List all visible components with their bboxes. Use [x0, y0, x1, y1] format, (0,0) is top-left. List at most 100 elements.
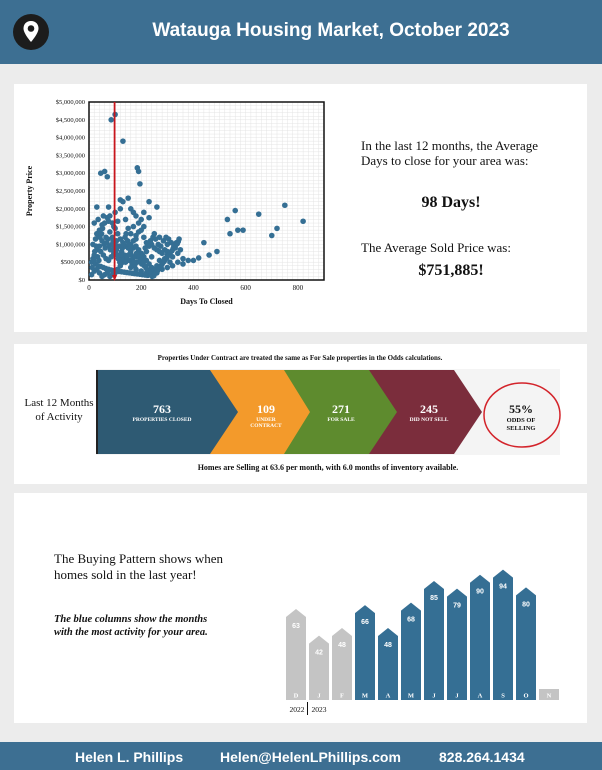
odds-result-label: ODDS OF SELLING — [506, 417, 536, 432]
month-label: J — [317, 693, 321, 700]
pattern-explain: The blue columns show the months with th… — [54, 614, 208, 638]
agent-phone[interactable]: 828.264.1434 — [439, 749, 525, 765]
scatter-point — [174, 250, 181, 257]
scatter-point — [127, 245, 134, 251]
y-tick-label: $4,500,000 — [56, 117, 85, 124]
month-label: M — [408, 693, 414, 700]
scatter-point — [180, 255, 186, 262]
y-tick-label: $500,000 — [61, 259, 85, 266]
pattern-intro: The Buying Pattern shows when homes sold… — [54, 551, 223, 582]
y-tick-label: $3,000,000 — [56, 170, 85, 177]
scatter-point — [137, 181, 143, 187]
agent-email[interactable]: Helen@HelenLPhillips.com — [220, 749, 401, 765]
scatter-point — [130, 238, 137, 244]
odds-result-number: 55% — [509, 402, 533, 416]
scatter-point — [93, 243, 100, 249]
scatter-point — [90, 257, 97, 264]
segment-label: PROPERTIES CLOSED — [132, 417, 192, 423]
scatter-point — [146, 198, 152, 205]
scatter-point — [274, 225, 280, 232]
pattern-bar — [309, 635, 329, 689]
scatter-point — [96, 257, 102, 264]
odds-arrow-graphic — [96, 370, 561, 454]
scatter-point — [125, 225, 131, 232]
month-cell — [286, 689, 306, 700]
scatter-point — [120, 241, 127, 248]
scatter-point — [100, 213, 107, 219]
month-cell — [470, 689, 490, 700]
scatter-point — [148, 254, 155, 260]
segment-did-not-sell: 245 DID NOT SELL — [406, 402, 452, 423]
scatter-point — [185, 257, 192, 264]
scatter-point — [214, 248, 220, 255]
header-banner: Watauga Housing Market, October 2023 — [0, 0, 602, 64]
y-tick-label: $2,500,000 — [56, 188, 85, 195]
scatter-point — [282, 202, 288, 209]
segment-number: 109 — [257, 402, 275, 416]
scatter-point — [105, 218, 112, 225]
arrow-shape-did-not-sell — [369, 370, 482, 454]
y-axis-label: Property Price — [25, 165, 34, 216]
scatter-point — [201, 239, 207, 246]
month-label: J — [432, 693, 436, 700]
segment-label: UNDER CONTRACT — [250, 417, 282, 429]
year-label: 2023 — [312, 705, 327, 714]
month-cell — [355, 689, 375, 700]
scatter-point — [117, 259, 123, 265]
month-label: N — [547, 693, 552, 700]
scatter-point — [104, 173, 111, 180]
scatter-point — [138, 216, 145, 223]
pattern-bar-value: 85 — [430, 595, 438, 602]
scatter-point — [255, 211, 262, 217]
scatter-point — [190, 257, 197, 264]
scatter-point — [268, 232, 275, 239]
pattern-bar — [355, 605, 375, 689]
y-tick-label: $5,000,000 — [56, 99, 85, 106]
scatter-point — [195, 255, 202, 261]
pattern-bar-value: 63 — [292, 623, 300, 630]
scatter-point — [152, 236, 159, 242]
scatter-point — [89, 264, 95, 271]
scatter-point — [235, 227, 241, 233]
scatter-point — [176, 236, 182, 242]
scatter-point — [206, 252, 212, 258]
month-label: F — [340, 693, 344, 700]
scatter-point — [91, 220, 98, 226]
pattern-bar-value: 68 — [407, 617, 415, 624]
pattern-bar-value: 80 — [522, 601, 530, 608]
x-axis-label: Days To Closed — [180, 297, 233, 306]
month-cell — [309, 689, 329, 700]
scatter-point — [146, 214, 152, 221]
pattern-bar — [286, 608, 306, 689]
pattern-bar — [493, 569, 513, 689]
scatter-point — [95, 216, 101, 223]
days-price-panel: $0 $500,000 $1,000,000 $1,500,000 $2,000,000… — [14, 84, 587, 332]
odds-note-top: Properties Under Contract are treated th… — [157, 354, 443, 362]
arrow-shape-under-contract — [210, 370, 324, 454]
scatter-point — [138, 227, 145, 233]
scatter-point — [158, 243, 164, 249]
year-label: 2022 — [290, 705, 305, 714]
x-tick-label: 200 — [136, 284, 147, 292]
month-label: J — [455, 693, 459, 700]
scatter-point — [300, 218, 306, 225]
y-tick-label: $1,500,000 — [56, 224, 85, 231]
scatter-point — [120, 198, 126, 205]
x-tick-label: 400 — [188, 284, 199, 292]
scatter-point — [114, 230, 121, 237]
segment-number: 245 — [420, 402, 438, 416]
month-label: A — [386, 693, 391, 700]
scatter-point — [101, 168, 108, 175]
scatter-point — [174, 259, 181, 265]
scatter-point — [141, 234, 147, 241]
days-intro-text: In the last 12 months, the Average Days … — [361, 138, 539, 168]
segment-number: 271 — [332, 402, 350, 416]
scatter-point — [240, 227, 246, 233]
pattern-bar — [378, 628, 398, 689]
pattern-bar — [332, 628, 352, 689]
scatter-point — [224, 216, 231, 223]
scatter-point — [123, 230, 129, 237]
scatter-point — [180, 261, 186, 267]
y-tick-label: $4,000,000 — [56, 135, 85, 142]
scatter-point — [117, 206, 124, 212]
